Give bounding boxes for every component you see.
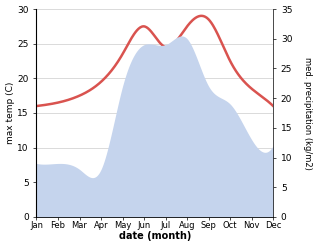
X-axis label: date (month): date (month) — [119, 231, 191, 242]
Y-axis label: max temp (C): max temp (C) — [5, 82, 15, 144]
Y-axis label: med. precipitation (kg/m2): med. precipitation (kg/m2) — [303, 57, 313, 169]
